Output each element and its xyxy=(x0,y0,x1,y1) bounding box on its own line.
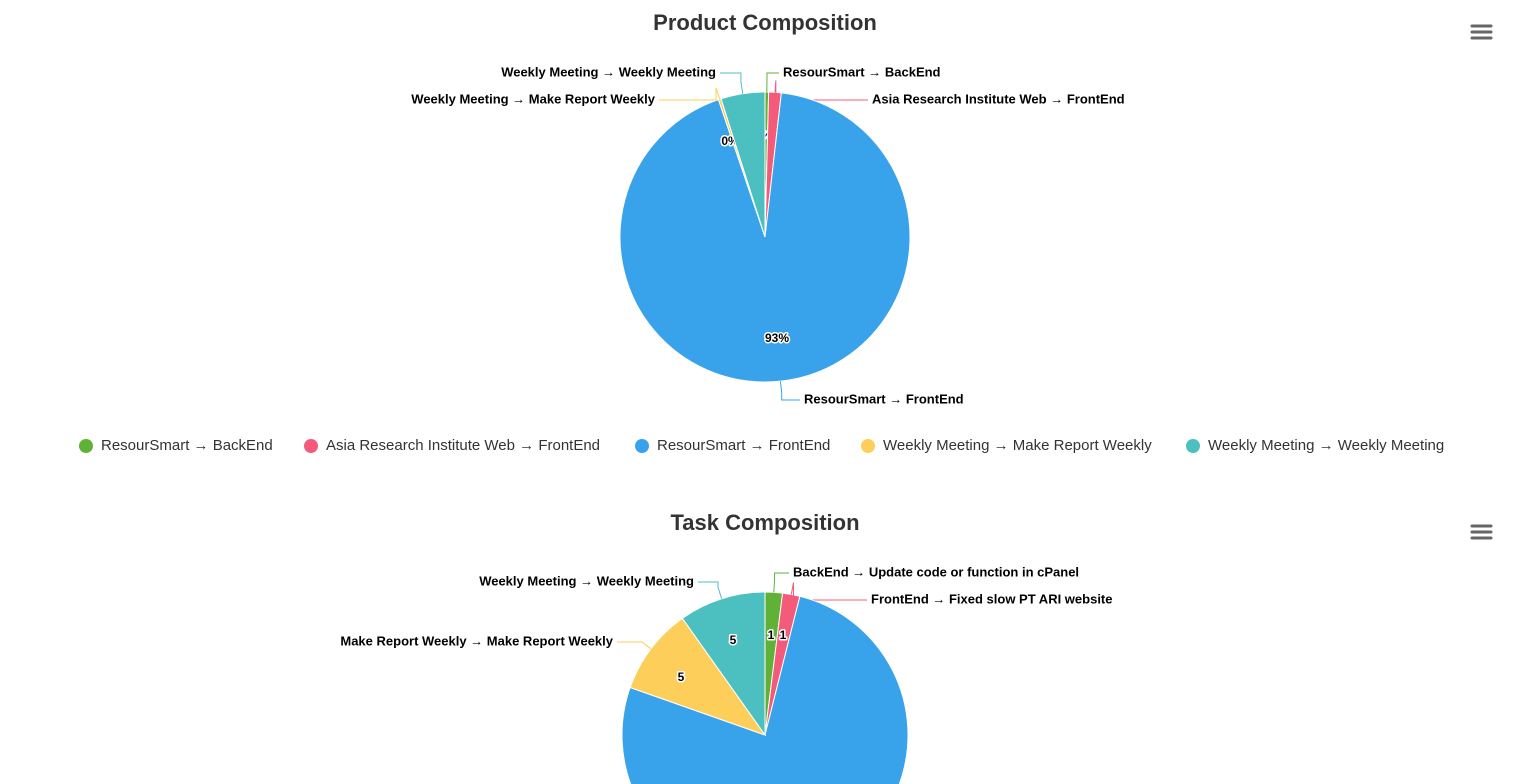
pie-slice xyxy=(621,595,909,784)
data-label-name: ResourSmart → BackEnd xyxy=(783,64,941,79)
connector xyxy=(790,582,867,601)
pie-slice xyxy=(619,92,911,383)
data-label-name: Weekly Meeting → Weekly Meeting xyxy=(479,573,694,588)
legend-symbol xyxy=(79,439,93,453)
data-label: 5 xyxy=(678,670,685,684)
data-label: 1 xyxy=(780,628,787,642)
legend-item[interactable]: ResourSmart → BackEnd xyxy=(79,437,273,454)
menu-icon[interactable] xyxy=(1470,24,1493,40)
pie-slice xyxy=(720,91,766,238)
legend-label: ResourSmart → FrontEnd xyxy=(657,437,830,454)
chart-title: Task Composition xyxy=(670,510,859,535)
data-label-name: Asia Research Institute Web → FrontEnd xyxy=(872,91,1125,106)
legend-label: Asia Research Institute Web → FrontEnd xyxy=(326,437,600,454)
data-label-name: Weekly Meeting → Make Report Weekly xyxy=(411,91,655,106)
legend-label: ResourSmart → BackEnd xyxy=(101,437,273,454)
legend-item[interactable]: Weekly Meeting → Make Report Weekly xyxy=(861,437,1152,454)
connector xyxy=(659,87,721,101)
legend-label: Weekly Meeting → Weekly Meeting xyxy=(1208,437,1444,454)
menu-button[interactable] xyxy=(1468,518,1496,546)
chart-title: Product Composition xyxy=(653,10,877,35)
menu-button[interactable] xyxy=(1468,18,1496,46)
data-label: 1 xyxy=(768,628,775,642)
data-label-name: FrontEnd → Fixed slow PT ARI website xyxy=(871,591,1112,606)
connector xyxy=(617,640,652,650)
data-label-name: BackEnd → Update code or function in cPa… xyxy=(793,564,1079,579)
connector xyxy=(766,72,779,93)
data-label-name: Weekly Meeting → Weekly Meeting xyxy=(501,64,716,79)
connector xyxy=(774,80,868,101)
pie-slice xyxy=(681,591,766,737)
connector xyxy=(720,72,744,94)
connector xyxy=(698,581,723,599)
legend-item[interactable]: Asia Research Institute Web → FrontEnd xyxy=(304,437,600,454)
connector xyxy=(773,572,789,593)
pie-slice xyxy=(629,617,767,736)
legend-item[interactable]: Weekly Meeting → Weekly Meeting xyxy=(1186,437,1444,454)
legend-item[interactable]: ResourSmart → FrontEnd xyxy=(635,437,830,454)
connector xyxy=(779,381,800,401)
data-label: 5 xyxy=(730,633,737,647)
legend-symbol xyxy=(635,439,649,453)
data-label-name: ResourSmart → FrontEnd xyxy=(804,391,964,406)
menu-icon[interactable] xyxy=(1470,524,1493,540)
legend-label: Weekly Meeting → Make Report Weekly xyxy=(883,437,1152,454)
legend-symbol xyxy=(861,439,875,453)
legend-symbol xyxy=(304,439,318,453)
legend-symbol xyxy=(1186,439,1200,453)
data-label-name: Make Report Weekly → Make Report Weekly xyxy=(340,633,613,648)
data-label: 93% xyxy=(765,331,789,345)
